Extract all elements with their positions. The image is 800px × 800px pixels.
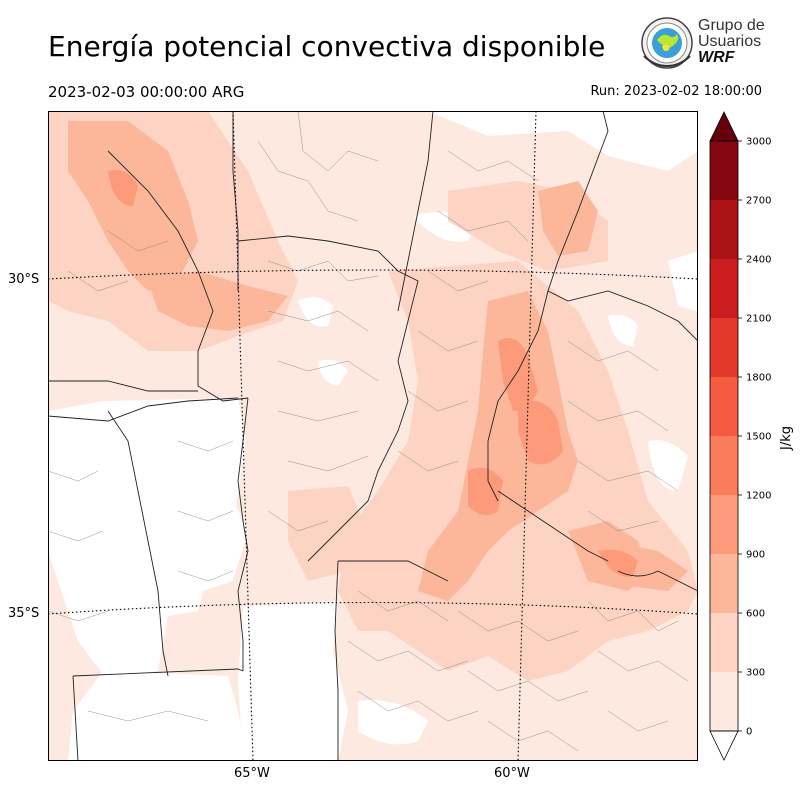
wrf-globe-logo-icon bbox=[641, 17, 693, 69]
colorbar-swatch bbox=[710, 554, 738, 613]
department-borders bbox=[48, 111, 689, 752]
colorbar: 0 300 600 900 1200 1500 1800 2100 2400 2700 3000 J… bbox=[709, 111, 794, 761]
colorbar-swatch bbox=[710, 259, 738, 318]
colorbar-tick-label: 2400 bbox=[746, 255, 771, 266]
colorbar-swatch bbox=[710, 377, 738, 436]
colorbar-tick-label: 1500 bbox=[746, 432, 771, 443]
lon-label-60w: 60°W bbox=[494, 766, 530, 781]
run-time: Run: 2023-02-02 18:00:00 bbox=[590, 84, 762, 99]
colorbar-swatch bbox=[710, 436, 738, 495]
colorbar-swatch bbox=[710, 672, 738, 731]
colorbar-tick-label: 600 bbox=[746, 609, 765, 620]
colorbar-tick-label: 1200 bbox=[746, 491, 771, 502]
cape-900-1200 bbox=[108, 170, 638, 577]
gridline-65w bbox=[232, 111, 254, 761]
gridline-30s bbox=[48, 269, 698, 280]
colorbar-tick-label: 2100 bbox=[746, 314, 771, 325]
colorbar-tick-label: 900 bbox=[746, 550, 765, 561]
graticule bbox=[48, 111, 698, 761]
province-borders bbox=[48, 111, 698, 761]
gridline-35s bbox=[48, 601, 698, 615]
colorbar-extend-top bbox=[709, 111, 739, 142]
colorbar-swatch bbox=[710, 200, 738, 259]
colorbar-ticks: 0 300 600 900 1200 1500 1800 2100 2400 2700 3000 bbox=[738, 137, 771, 738]
cape-map bbox=[48, 111, 698, 761]
lat-label-30s: 30°S bbox=[8, 272, 40, 287]
colorbar-tick-label: 300 bbox=[746, 668, 765, 679]
colorbar-tick-label: 1800 bbox=[746, 373, 771, 384]
page-title: Energía potencial convectiva disponible bbox=[48, 30, 606, 63]
colorbar-extend-bottom bbox=[709, 730, 739, 761]
low-cape-regions bbox=[48, 111, 698, 761]
colorbar-swatch bbox=[710, 318, 738, 377]
valid-time: 2023-02-03 00:00:00 ARG bbox=[48, 83, 245, 101]
colorbar-tick-label: 0 bbox=[746, 727, 752, 738]
lon-label-65w: 65°W bbox=[234, 766, 270, 781]
lat-label-35s: 35°S bbox=[8, 606, 40, 621]
colorbar-swatch bbox=[710, 141, 738, 200]
colorbar-swatches bbox=[710, 141, 738, 731]
logo-line-2: Usuarios bbox=[698, 33, 762, 50]
logo-text: Grupo de Usuarios WRF bbox=[698, 18, 765, 66]
colorbar-tick-label: 2700 bbox=[746, 196, 771, 207]
logo-line-3: WRF bbox=[698, 49, 735, 66]
gridline-60w bbox=[517, 111, 537, 761]
colorbar-unit-label: J/kg bbox=[779, 426, 794, 451]
colorbar-swatch bbox=[710, 613, 738, 672]
colorbar-tick-label: 3000 bbox=[746, 137, 771, 148]
logo-line-1: Grupo de bbox=[698, 17, 765, 34]
colorbar-swatch bbox=[710, 495, 738, 554]
